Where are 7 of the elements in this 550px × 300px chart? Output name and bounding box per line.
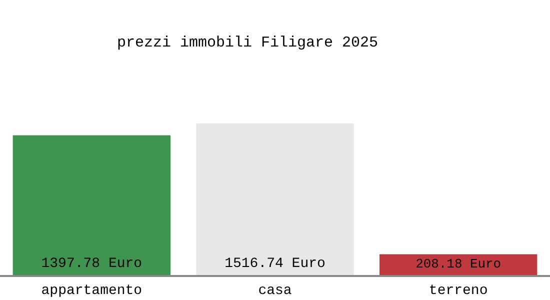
x-tick-label: casa — [258, 282, 292, 299]
x-tick-label: appartamento — [41, 282, 142, 299]
data-label: 1397.78 Euro — [41, 256, 142, 272]
data-label: 208.18 Euro — [416, 256, 502, 272]
x-tick-label: terreno — [428, 282, 488, 299]
chart-title: prezzi immobili Filigare 2025 — [116, 34, 378, 52]
data-label: 1516.74 Euro — [224, 256, 326, 272]
